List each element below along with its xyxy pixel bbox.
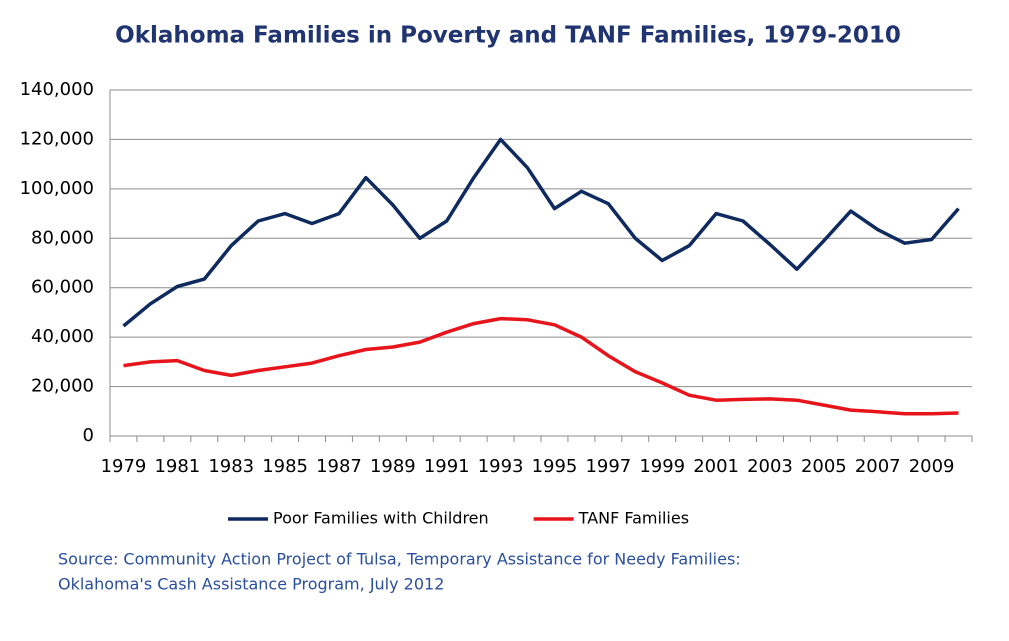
x-tick-label: 1993 bbox=[478, 456, 524, 477]
x-tick-label: 1983 bbox=[208, 456, 254, 477]
x-tick-label: 1985 bbox=[262, 456, 308, 477]
x-tick-label: 1981 bbox=[154, 456, 200, 477]
x-tick-label: 1995 bbox=[532, 456, 578, 477]
source-note: Oklahoma's Cash Assistance Program, July… bbox=[58, 575, 444, 594]
y-tick-label: 140,000 bbox=[20, 79, 94, 100]
y-tick-label: 60,000 bbox=[31, 277, 94, 298]
x-tick-label: 2003 bbox=[747, 456, 793, 477]
y-tick-label: 100,000 bbox=[20, 178, 94, 199]
x-tick-label: 1999 bbox=[639, 456, 685, 477]
series-line bbox=[122, 137, 960, 328]
x-tick-label: 2009 bbox=[909, 456, 955, 477]
x-tick-label: 2007 bbox=[855, 456, 901, 477]
x-tick-label: 1991 bbox=[424, 456, 470, 477]
series-line bbox=[123, 316, 959, 416]
x-tick-label: 1987 bbox=[316, 456, 362, 477]
y-tick-label: 80,000 bbox=[31, 227, 94, 248]
chart-title: Oklahoma Families in Poverty and TANF Fa… bbox=[115, 23, 901, 49]
y-tick-label: 20,000 bbox=[31, 376, 94, 397]
x-tick-label: 1989 bbox=[370, 456, 416, 477]
x-tick-label: 2005 bbox=[801, 456, 847, 477]
x-tick-label: 1997 bbox=[585, 456, 631, 477]
legend-label: Poor Families with Children bbox=[273, 509, 489, 528]
x-tick-label: 2001 bbox=[693, 456, 739, 477]
x-tick-label: 1979 bbox=[101, 456, 147, 477]
source-note: Source: Community Action Project of Tuls… bbox=[58, 550, 741, 569]
legend-label: TANF Families bbox=[578, 509, 689, 528]
y-tick-label: 0 bbox=[83, 425, 94, 446]
y-tick-label: 40,000 bbox=[31, 326, 94, 347]
y-tick-label: 120,000 bbox=[20, 128, 94, 149]
